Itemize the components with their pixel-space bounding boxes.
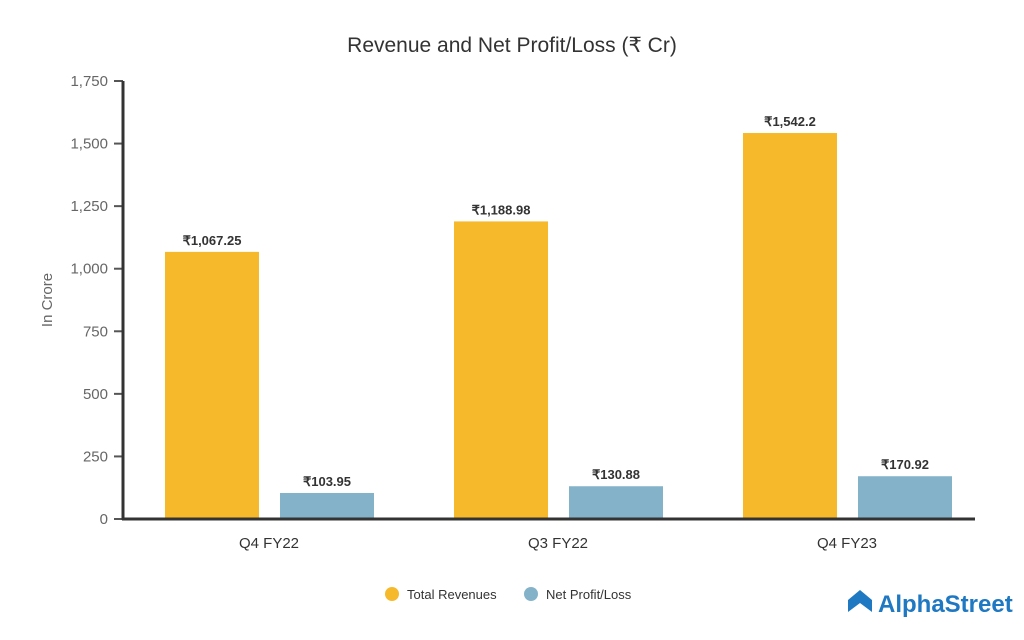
y-tick-label: 0 [100, 511, 108, 528]
legend-label-revenues: Total Revenues [407, 587, 497, 602]
data-label: ₹1,542.2 [764, 114, 816, 129]
logo-text: AlphaStreet [878, 591, 1013, 618]
y-tick-label: 1,500 [70, 136, 108, 153]
y-tick-label: 1,000 [70, 261, 108, 278]
bar-revenue [454, 221, 548, 520]
bar-profit [858, 476, 952, 519]
bar-revenue [743, 133, 837, 519]
legend-swatch-profit [524, 587, 538, 601]
bar-profit [569, 486, 663, 519]
legend-label-profit: Net Profit/Loss [546, 587, 632, 602]
data-label: ₹103.95 [303, 474, 351, 489]
x-tick-label: Q4 FY22 [239, 535, 299, 552]
data-label: ₹1,067.25 [183, 233, 242, 248]
y-tick-label: 250 [83, 448, 108, 465]
data-label: ₹170.92 [881, 457, 929, 472]
y-tick-label: 750 [83, 323, 108, 340]
x-tick-label: Q4 FY23 [817, 535, 877, 552]
y-tick-label: 1,250 [70, 198, 108, 215]
legend: Total Revenues Net Profit/Loss [385, 587, 632, 602]
chart-title: Revenue and Net Profit/Loss (₹ Cr) [347, 34, 677, 57]
logo-icon [848, 590, 872, 612]
data-label: ₹130.88 [592, 467, 640, 482]
bar-revenue [165, 251, 259, 519]
data-label: ₹1,188.98 [472, 202, 531, 217]
x-tick-label: Q3 FY22 [528, 535, 588, 552]
y-tick-label: 500 [83, 386, 108, 403]
bar-profit [280, 492, 374, 519]
legend-swatch-revenues [385, 587, 399, 601]
alphastreet-logo: AlphaStreet [848, 590, 1013, 618]
y-tick-label: 1,750 [70, 73, 108, 90]
y-axis-label: In Crore [39, 273, 56, 327]
